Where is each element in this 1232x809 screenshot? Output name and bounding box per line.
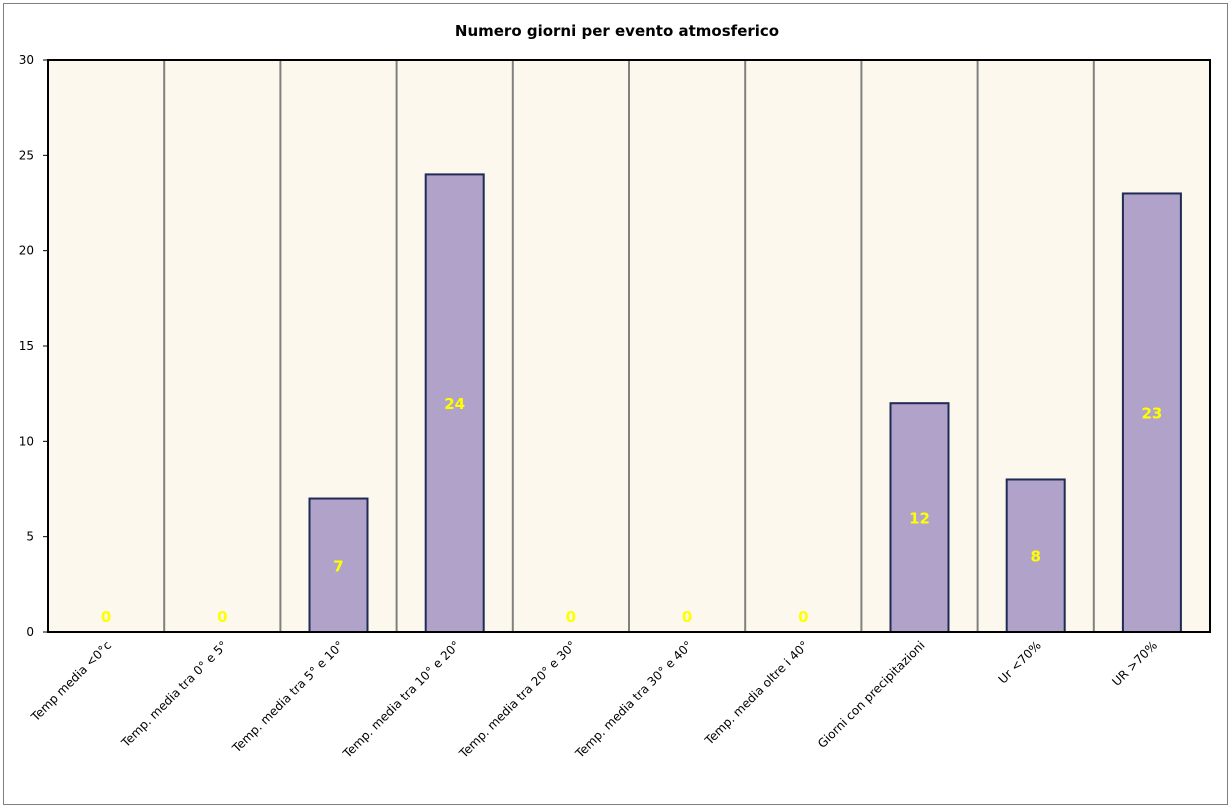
data-label: 0 [101,608,111,626]
x-axis: Temp media <0°c Temp. media tra 0° e 5° Te… [28,638,1160,761]
x-tick-label: Temp media <0°c [28,638,114,724]
x-tick-label: UR >70% [1109,638,1160,689]
x-tick-label: Temp. media tra 5° e 10° [229,638,347,756]
x-tick-label: Temp. media oltre i 40° [701,638,811,748]
x-tick-label: Temp. media tra 20° e 30° [456,638,579,761]
bar [889,402,950,634]
x-tick-label: Temp. media tra 10° e 20° [340,638,463,761]
y-tick-label: 30 [19,53,34,67]
data-label: 0 [217,608,227,626]
data-label: 23 [1141,405,1162,423]
x-tick-label: Ur <70% [996,638,1044,686]
y-tick-label: 5 [26,530,34,544]
y-tick-label: 0 [26,625,34,639]
x-tick-label: Temp. media tra 30° e 40° [572,638,695,761]
data-label: 0 [566,608,576,626]
data-label: 24 [444,395,465,413]
data-labels: 0 0 7 24 0 0 0 12 8 23 [101,395,1162,626]
y-tick-label: 15 [19,339,34,353]
chart-title: Numero giorni per evento atmosferico [455,22,779,40]
bar [308,497,369,633]
x-tick-label: Giorni con precipitazioni [815,638,928,751]
gridlines [163,60,1095,632]
data-label: 0 [682,608,692,626]
y-axis: 0 5 10 15 20 25 30 [19,53,48,639]
bar [424,173,485,633]
x-tick-label: Temp. media tra 0° e 5° [118,638,230,750]
y-tick-label: 25 [19,148,34,162]
data-label: 0 [798,608,808,626]
data-label: 12 [909,510,930,528]
data-label: 8 [1030,548,1040,566]
y-tick-label: 10 [19,434,34,448]
y-tick-label: 20 [19,244,34,258]
data-label: 7 [333,557,343,575]
